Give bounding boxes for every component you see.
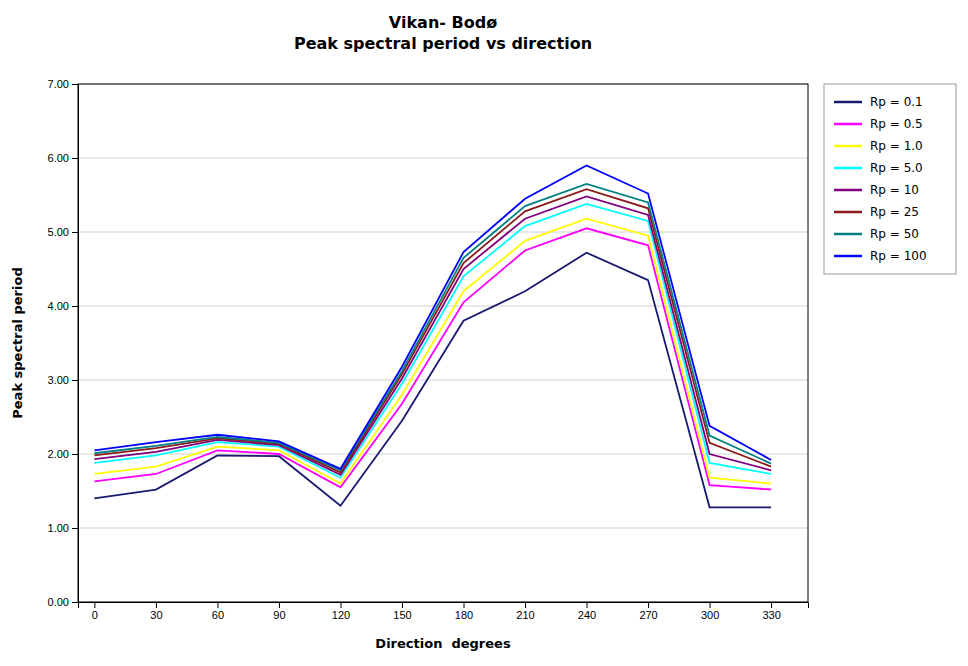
y-tick-label: 0.00 bbox=[48, 596, 69, 608]
series-line bbox=[94, 165, 771, 468]
x-tick-label: 60 bbox=[212, 609, 224, 621]
legend-swatch bbox=[834, 145, 862, 148]
x-tick-label: 180 bbox=[455, 609, 473, 621]
y-tick-mark bbox=[72, 84, 78, 85]
y-tick: 2.00 bbox=[48, 448, 78, 460]
x-axis-line bbox=[79, 603, 809, 609]
x-tick-mark bbox=[94, 602, 95, 608]
series-line bbox=[94, 228, 771, 489]
grid-line bbox=[78, 232, 808, 233]
x-tick: 330 bbox=[762, 602, 780, 621]
x-tick: 120 bbox=[332, 602, 350, 621]
x-tick-label: 270 bbox=[639, 609, 657, 621]
legend-swatch bbox=[834, 211, 862, 214]
x-tick: 150 bbox=[393, 602, 411, 621]
x-tick: 270 bbox=[639, 602, 657, 621]
grid-line bbox=[78, 528, 808, 529]
legend-label: Rp = 0.1 bbox=[870, 95, 923, 109]
legend-swatch bbox=[834, 255, 862, 258]
legend-swatch bbox=[834, 167, 862, 170]
lines bbox=[94, 165, 771, 507]
legend-label: Rp = 5.0 bbox=[870, 161, 923, 175]
y-tick-mark bbox=[72, 232, 78, 233]
grid bbox=[78, 84, 808, 602]
legend-label: Rp = 50 bbox=[870, 227, 919, 241]
y-tick-label: 3.00 bbox=[48, 374, 69, 386]
x-tick-label: 30 bbox=[150, 609, 162, 621]
chart: 0 30 60 90 120 150 180 210 240 270 300 330 0.00 1.00 2… bbox=[0, 0, 968, 666]
y-tick: 7.00 bbox=[48, 78, 78, 90]
x-tick: 60 bbox=[212, 602, 224, 621]
x-tick-mark bbox=[217, 602, 218, 608]
x-tick: 240 bbox=[578, 602, 596, 621]
y-tick: 1.00 bbox=[48, 522, 78, 534]
x-tick: 30 bbox=[150, 602, 162, 621]
series-line bbox=[94, 189, 771, 472]
legend-label: Rp = 1.0 bbox=[870, 139, 923, 153]
x-tick-mark bbox=[587, 602, 588, 608]
series-line bbox=[94, 196, 771, 474]
x-tick-label: 300 bbox=[701, 609, 719, 621]
series-line bbox=[94, 184, 771, 470]
legend-swatch bbox=[834, 101, 862, 104]
x-tick-mark bbox=[340, 602, 341, 608]
y-tick-label: 4.00 bbox=[48, 300, 69, 312]
y-tick-mark bbox=[72, 306, 78, 307]
y-tick-mark bbox=[72, 158, 78, 159]
x-tick-label: 120 bbox=[332, 609, 350, 621]
legend-label: Rp = 10 bbox=[870, 183, 919, 197]
x-tick-label: 90 bbox=[273, 609, 285, 621]
y-tick-label: 6.00 bbox=[48, 152, 69, 164]
y-axis: 0.00 1.00 2.00 3.00 4.00 5.00 6.00 7.00 bbox=[48, 78, 79, 608]
x-axis: 0 30 60 90 120 150 180 210 240 270 300 330 bbox=[79, 602, 809, 621]
legend-swatch bbox=[834, 233, 862, 236]
x-tick-mark bbox=[771, 602, 772, 608]
y-tick-label: 5.00 bbox=[48, 226, 69, 238]
y-tick: 0.00 bbox=[48, 596, 78, 608]
x-tick: 0 bbox=[92, 602, 98, 621]
grid-line bbox=[78, 158, 808, 159]
y-tick-label: 2.00 bbox=[48, 448, 69, 460]
x-tick-mark bbox=[710, 602, 711, 608]
legend-frame bbox=[824, 84, 956, 274]
legend-label: Rp = 0.5 bbox=[870, 117, 923, 131]
x-tick: 180 bbox=[455, 602, 473, 621]
legend-swatch bbox=[834, 189, 862, 192]
y-tick: 6.00 bbox=[48, 152, 78, 164]
y-tick: 4.00 bbox=[48, 300, 78, 312]
x-axis-label: Direction degrees bbox=[375, 636, 511, 651]
x-tick-mark bbox=[464, 602, 465, 608]
x-tick-mark bbox=[402, 602, 403, 608]
y-tick: 3.00 bbox=[48, 374, 78, 386]
grid-line bbox=[78, 380, 808, 381]
legend-label: Rp = 25 bbox=[870, 205, 919, 219]
legend-swatch bbox=[834, 123, 862, 126]
grid-line bbox=[78, 454, 808, 455]
y-tick: 5.00 bbox=[48, 226, 78, 238]
y-tick-mark bbox=[72, 602, 78, 603]
x-tick-mark bbox=[156, 602, 157, 608]
y-axis-label: Peak spectral period bbox=[10, 267, 25, 418]
x-tick-mark bbox=[648, 602, 649, 608]
y-tick-label: 1.00 bbox=[48, 522, 69, 534]
plot-frame bbox=[78, 84, 808, 602]
title: Vikan- BodøPeak spectral period vs direc… bbox=[294, 13, 592, 53]
x-tick: 300 bbox=[701, 602, 719, 621]
x-tick-mark bbox=[279, 602, 280, 608]
legend-label: Rp = 100 bbox=[870, 249, 927, 263]
y-tick-mark bbox=[72, 454, 78, 455]
x-tick-label: 0 bbox=[92, 609, 98, 621]
x-tick-label: 210 bbox=[516, 609, 534, 621]
x-tick: 90 bbox=[273, 602, 285, 621]
y-tick-mark bbox=[72, 380, 78, 381]
x-tick: 210 bbox=[516, 602, 534, 621]
x-tick-label: 330 bbox=[762, 609, 780, 621]
legend: Rp = 0.1 Rp = 0.5 Rp = 1.0 Rp = 5.0 Rp = 10 R… bbox=[824, 84, 956, 274]
x-tick-label: 240 bbox=[578, 609, 596, 621]
y-tick-mark bbox=[72, 528, 78, 529]
y-axis-line bbox=[72, 85, 79, 603]
y-tick-label: 7.00 bbox=[48, 78, 69, 90]
x-tick-label: 150 bbox=[393, 609, 411, 621]
x-tick-mark bbox=[525, 602, 526, 608]
